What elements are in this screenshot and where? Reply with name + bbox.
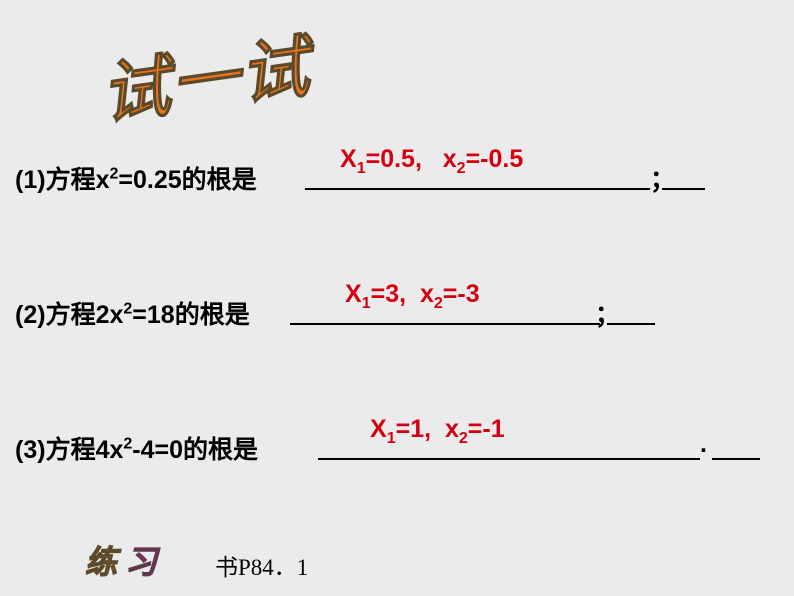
answer-2-x1-label: X — [345, 280, 362, 308]
problem-1-terminator: ； — [650, 160, 675, 196]
problem-2-terminator: ； — [595, 295, 620, 331]
answer-3-x1-sub: 1 — [387, 430, 396, 447]
answer-2-x2-sub: 2 — [434, 295, 443, 312]
problem-1: (1)方程x2=0.25的根是 — [15, 160, 257, 196]
problem-3-suffix: 的根是 — [183, 437, 258, 464]
problem-2-blank — [290, 323, 600, 325]
problem-3-eq-exp: 2 — [123, 436, 132, 453]
problem-2-answer: X1=3, x2=-3 — [345, 280, 480, 313]
problem-1-blank — [305, 188, 650, 190]
problem-3-num: (3) — [15, 436, 46, 464]
problem-3-eq-rest: -4=0 — [132, 436, 183, 464]
problem-2-eq-exp: 2 — [123, 301, 132, 318]
answer-2-x1-sub: 1 — [362, 295, 371, 312]
problem-3-blank-tail — [712, 458, 760, 460]
answer-1-x1-val: =0.5, — [366, 145, 422, 173]
problem-1-suffix: 的根是 — [182, 167, 257, 194]
problem-1-blank-tail — [662, 188, 705, 190]
problem-1-eq-base: x — [96, 166, 110, 194]
practice-lian: 练 — [85, 544, 117, 580]
problem-2-eq-rest: =18 — [132, 301, 174, 329]
problem-3: (3)方程4x2-4=0的根是 — [15, 430, 258, 466]
problem-2-num: (2) — [15, 301, 46, 329]
problem-3-eq-base: 4x — [96, 436, 124, 464]
problem-1-eq-rest: =0.25 — [118, 166, 181, 194]
problem-2-prefix: 方程 — [46, 302, 96, 329]
practice-xi: 习 — [125, 544, 157, 580]
problem-2: (2)方程2x2=18的根是 — [15, 295, 250, 331]
practice-label: 练习 — [85, 537, 157, 583]
answer-2-x2-label: x — [420, 280, 434, 308]
title-heading: 试一试 — [94, 11, 316, 138]
answer-3-x2-label: x — [445, 415, 459, 443]
problem-2-eq-base: 2x — [96, 301, 124, 329]
problem-2-blank-tail — [607, 323, 655, 325]
problem-3-answer: X1=1, x2=-1 — [370, 415, 505, 448]
problem-3-terminator: . — [700, 430, 707, 459]
answer-3-x2-val: =-1 — [468, 415, 505, 443]
problem-1-num: (1) — [15, 166, 46, 194]
problem-3-prefix: 方程 — [46, 437, 96, 464]
practice-reference: 书P84．1 — [215, 548, 308, 582]
answer-1-x2-label: x — [443, 145, 457, 173]
problem-3-blank — [318, 458, 700, 460]
answer-2-x1-val: =3, — [371, 280, 406, 308]
answer-2-x2-val: =-3 — [443, 280, 480, 308]
answer-3-x1-label: X — [370, 415, 387, 443]
answer-3-x1-val: =1, — [396, 415, 431, 443]
problem-1-answer: X1=0.5, x2=-0.5 — [340, 145, 523, 178]
answer-3-x2-sub: 2 — [459, 430, 468, 447]
answer-1-x1-sub: 1 — [357, 160, 366, 177]
problem-1-prefix: 方程 — [46, 167, 96, 194]
problem-2-suffix: 的根是 — [175, 302, 250, 329]
answer-1-x2-val: =-0.5 — [466, 145, 524, 173]
answer-1-x1-label: X — [340, 145, 357, 173]
answer-1-x2-sub: 2 — [457, 160, 466, 177]
